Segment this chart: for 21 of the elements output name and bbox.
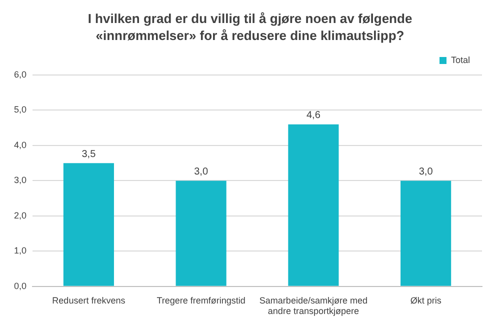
x-tick-label: Samarbeide/samkjøre med andre transportkjøpere: [259, 295, 368, 316]
bar: [176, 180, 226, 286]
data-label: 3,0: [418, 166, 434, 178]
bar: [288, 124, 339, 286]
y-tick-label: 0,0: [14, 280, 27, 291]
bar: [400, 180, 452, 286]
legend-label: Total: [450, 54, 470, 65]
data-label: 3,5: [82, 148, 96, 160]
data-label: 4,6: [306, 110, 321, 122]
data-label: 3,0: [194, 166, 208, 178]
x-tick-label: Redusert frekvens: [52, 295, 126, 306]
y-tick-label: 6,0: [14, 69, 27, 80]
bar: [63, 163, 114, 286]
y-tick-label: 2,0: [14, 210, 27, 220]
y-tick-label: 5,0: [14, 104, 27, 115]
x-tick-label: Økt pris: [410, 295, 442, 306]
chart-title: I hvilken grad er du villig til å gjøre noen av følgende «innrømmelser» for å redusere dine klimautslipp?: [86, 10, 414, 44]
y-tick-label: 3,0: [14, 175, 27, 186]
x-tick-label: Tregere fremføringstid: [156, 295, 246, 306]
y-tick-label: 4,0: [14, 140, 27, 150]
y-tick-label: 1,0: [14, 246, 27, 256]
